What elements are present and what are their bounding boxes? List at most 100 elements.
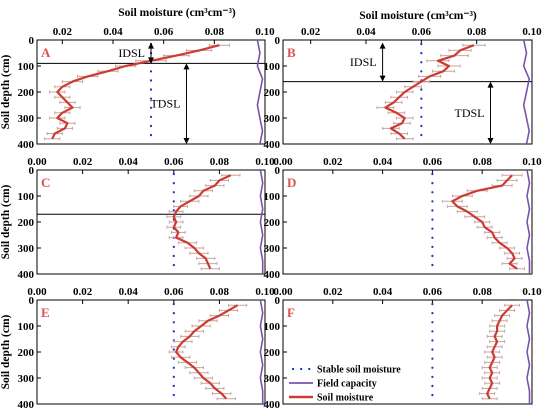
annotation-arrow-head <box>148 42 154 49</box>
annotation-tdsl: TDSL <box>455 81 494 144</box>
x-tick-label: 0.08 <box>210 286 230 298</box>
panel-b: 0.02 0.04 0.06 0.08 0.10 0 100 200 300 400 IDSL TDS… <box>264 26 543 151</box>
x-tick-label: 0.04 <box>119 286 139 298</box>
annotation-idsl: IDSL <box>350 42 386 82</box>
soil-moisture-line <box>486 304 513 400</box>
panel-label: D <box>287 175 296 190</box>
field-capacity-line <box>256 39 264 145</box>
annotation-arrow-head <box>487 81 494 88</box>
annotation-idsl: IDSL <box>118 42 154 64</box>
x-tick-label: 0.10 <box>522 286 542 298</box>
panel-label: E <box>41 305 50 320</box>
x-tick-label: 0.02 <box>323 156 343 168</box>
annotation-label: TDSL <box>455 106 485 120</box>
x-tick-label: 0.08 <box>473 156 493 168</box>
y-tick-label: 300 <box>264 113 281 125</box>
x-tick-label: 0.08 <box>467 26 487 38</box>
x-tick-label: 0.00 <box>273 286 293 298</box>
x-tick-label: 0.10 <box>255 26 275 38</box>
y-tick-label: 100 <box>264 191 281 203</box>
y-tick-label: 300 <box>18 113 35 125</box>
y-tick-label: 100 <box>264 321 281 333</box>
panel-c: 0.00 0.02 0.04 0.06 0.08 0.10 0 100 200 300 400 Soi… <box>0 156 275 281</box>
legend-stable-label: Stable soil moisture <box>317 365 401 376</box>
annotation-arrow-head <box>379 75 386 82</box>
y-tick-label: 0 <box>29 165 35 177</box>
annotation-arrow-head <box>487 138 494 144</box>
y-axis-title: Soil depth (cm) <box>0 54 12 129</box>
soil-moisture-line <box>175 304 239 400</box>
x-tick-label: 0.06 <box>423 156 443 168</box>
x-tick-label: 0.10 <box>522 26 542 38</box>
x-tick-label: 0.04 <box>119 156 139 168</box>
x-axis-title-left: Soil moisture (cm³cm⁻³) <box>118 7 236 19</box>
y-tick-label: 100 <box>18 191 35 203</box>
x-tick-label: 0.02 <box>323 286 343 298</box>
legend-soil-moisture-label: Soil moisture <box>317 393 374 404</box>
y-tick-label: 400 <box>264 269 281 281</box>
soil-moisture-line <box>172 174 232 270</box>
y-tick-label: 200 <box>18 347 35 359</box>
field-capacity-line <box>522 39 531 145</box>
y-tick-label: 300 <box>18 243 35 255</box>
y-tick-label: 300 <box>264 243 281 255</box>
panel-label: B <box>287 45 296 60</box>
soil-moisture-line <box>451 174 518 270</box>
y-tick-label: 200 <box>264 217 281 229</box>
legend-field-capacity-label: Field capacity <box>317 379 377 390</box>
soil-moisture-line <box>384 44 475 140</box>
plot-frame <box>36 299 266 405</box>
legend: Stable soil moisture Field capacity Soil m… <box>289 365 401 404</box>
x-tick-label: 0.00 <box>273 156 293 168</box>
panel-e: 0.00 0.02 0.04 0.06 0.08 0.10 0 100 200 300 400 Soi… <box>0 286 275 411</box>
y-tick-label: 100 <box>264 61 281 73</box>
x-tick-label: 0.04 <box>373 156 393 168</box>
y-tick-label: 400 <box>18 399 35 411</box>
panel-label: C <box>41 175 50 190</box>
y-tick-label: 0 <box>275 35 281 47</box>
x-tick-label: 0.04 <box>103 26 123 38</box>
x-tick-label: 0.10 <box>522 156 542 168</box>
annotation-arrow-head <box>183 138 190 144</box>
field-capacity-line <box>259 299 264 404</box>
annotation-arrow-head <box>148 57 154 64</box>
x-tick-label: 0.04 <box>373 286 393 298</box>
x-tick-label: 0.10 <box>255 156 275 168</box>
x-tick-label: 0.10 <box>255 286 275 298</box>
annotation-tdsl: TDSL <box>150 63 190 144</box>
annotation-arrow-head <box>183 63 190 70</box>
x-tick-label: 0.06 <box>412 26 432 38</box>
panel-a: 0.02 0.04 0.06 0.08 0.10 0 100 200 300 400 Soil de… <box>0 26 275 151</box>
annotation-arrow-head <box>379 42 386 49</box>
panel-f: 0.00 0.02 0.04 0.06 0.08 0.10 0 100 200 300 400 F St… <box>264 286 543 411</box>
annotation-label: IDSL <box>118 46 145 60</box>
y-tick-label: 200 <box>18 217 35 229</box>
y-tick-label: 400 <box>264 399 281 411</box>
y-tick-label: 0 <box>29 295 35 307</box>
x-tick-label: 0.06 <box>154 26 174 38</box>
panel-label: F <box>287 305 295 320</box>
y-tick-label: 200 <box>264 87 281 99</box>
y-tick-label: 200 <box>264 347 281 359</box>
x-tick-label: 0.02 <box>53 26 73 38</box>
y-axis-title: Soil depth (cm) <box>0 184 12 259</box>
annotation-label: TDSL <box>150 97 180 111</box>
x-tick-label: 0.08 <box>210 156 230 168</box>
panel-d: 0.00 0.02 0.04 0.06 0.08 0.10 0 100 200 300 400 D <box>264 156 543 281</box>
x-tick-label: 0.00 <box>27 156 47 168</box>
y-axis-title: Soil depth (cm) <box>0 314 12 389</box>
y-tick-label: 400 <box>264 139 281 151</box>
field-capacity-line <box>526 169 531 274</box>
annotation-label: IDSL <box>350 55 377 69</box>
x-tick-label: 0.06 <box>164 286 184 298</box>
x-tick-label: 0.06 <box>164 156 184 168</box>
panel-label: A <box>41 45 51 60</box>
y-tick-label: 100 <box>18 321 35 333</box>
y-tick-label: 400 <box>18 139 35 151</box>
y-tick-label: 300 <box>18 373 35 385</box>
x-tick-label: 0.08 <box>205 26 225 38</box>
y-tick-label: 100 <box>18 61 35 73</box>
y-tick-label: 0 <box>29 35 35 47</box>
x-tick-label: 0.02 <box>301 26 321 38</box>
